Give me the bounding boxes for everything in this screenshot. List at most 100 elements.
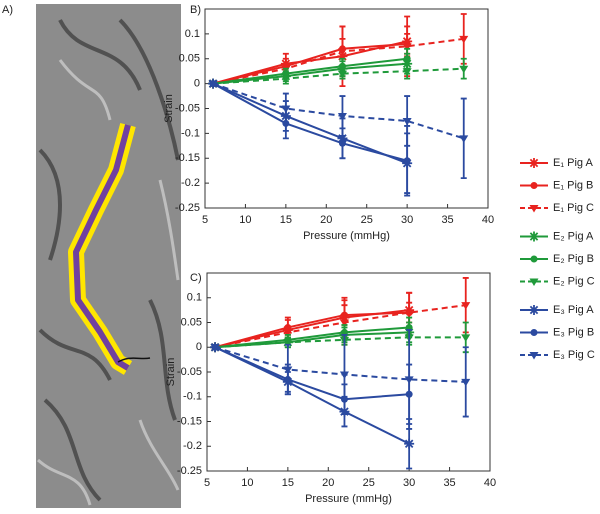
- series-line: [214, 326, 410, 349]
- legend-label: E₂ Pig B: [553, 253, 594, 265]
- marker: [281, 75, 291, 84]
- marker: [404, 376, 414, 384]
- series-line: [213, 67, 464, 85]
- marker: [283, 329, 293, 337]
- marker: [461, 334, 471, 342]
- marker: [337, 112, 347, 121]
- x-tick-label: 30: [401, 214, 413, 226]
- plot-frame: [204, 8, 489, 209]
- marker: [283, 366, 293, 375]
- x-tick-label: 25: [363, 477, 375, 489]
- micrograph: [36, 4, 181, 508]
- y-tick-label: -0.25: [175, 202, 200, 214]
- marker: [404, 309, 414, 318]
- legend-marker: [529, 352, 539, 360]
- y-tick-label: 0.05: [181, 316, 202, 328]
- y-tick-label: 0.1: [185, 28, 200, 40]
- legend-marker: [530, 255, 538, 263]
- legend-label: E₃ Pig A: [553, 304, 594, 316]
- x-tick-label: 35: [441, 214, 453, 226]
- legend-label: E₂ Pig A: [553, 230, 594, 242]
- legend-label: E₁ Pig A: [553, 157, 593, 169]
- marker: [403, 55, 411, 63]
- series-line: [214, 311, 410, 349]
- x-tick-label: 5: [204, 477, 210, 489]
- legend-marker: [530, 329, 538, 336]
- marker: [339, 319, 349, 327]
- x-tick-label: 15: [282, 477, 294, 489]
- series-line: [215, 336, 466, 349]
- y-tick-label: 0.1: [187, 292, 202, 304]
- marker: [459, 35, 469, 44]
- y-tick-label: 0.05: [179, 53, 200, 65]
- series-line: [212, 82, 408, 162]
- series-line: [212, 82, 465, 140]
- legend-marker: [529, 231, 539, 242]
- x-tick-label: 20: [322, 477, 334, 489]
- series-line: [212, 37, 464, 85]
- x-tick-label: 40: [482, 214, 494, 226]
- marker: [402, 68, 412, 76]
- legend-label: E₂ Pig C: [553, 275, 595, 287]
- marker: [402, 117, 412, 126]
- marker: [459, 135, 469, 143]
- x-tick-label: 35: [443, 477, 455, 489]
- x-tick-label: 5: [202, 214, 208, 226]
- y-tick-label: -0.1: [183, 391, 202, 403]
- marker: [337, 48, 347, 56]
- series-line: [214, 346, 410, 445]
- panel-label: C): [190, 272, 202, 284]
- marker: [337, 70, 347, 79]
- marker: [283, 339, 293, 347]
- y-tick-label: -0.2: [183, 440, 202, 452]
- legend-label: E₁ Pig B: [553, 179, 593, 191]
- x-tick-label: 30: [403, 477, 415, 489]
- x-tick-label: 40: [484, 477, 496, 489]
- legend-label: E₃ Pig B: [553, 326, 594, 338]
- legend-marker: [530, 182, 538, 189]
- y-axis-label: Strain: [163, 94, 175, 123]
- series-line: [212, 57, 408, 85]
- marker: [404, 438, 415, 449]
- x-tick-label: 10: [241, 477, 253, 489]
- panel-label: B): [190, 4, 201, 16]
- x-tick-label: 10: [239, 214, 251, 226]
- marker: [403, 157, 411, 165]
- y-tick-label: 0: [196, 341, 202, 353]
- series-line: [212, 82, 408, 165]
- legend-marker: [529, 305, 539, 315]
- x-tick-label: 15: [280, 214, 292, 226]
- marker: [208, 80, 218, 89]
- marker: [338, 139, 346, 147]
- marker: [402, 43, 412, 51]
- marker: [459, 65, 469, 74]
- x-axis-label: Pressure (mmHg): [303, 230, 390, 242]
- y-tick-label: -0.05: [177, 366, 202, 378]
- series-line: [215, 331, 410, 349]
- series-line: [214, 346, 410, 401]
- legend-marker: [529, 158, 539, 168]
- series-line: [212, 42, 408, 85]
- marker: [339, 371, 349, 379]
- y-tick-label: -0.15: [175, 152, 200, 164]
- x-tick-label: 25: [361, 214, 373, 226]
- y-axis-label: Strain: [165, 358, 177, 387]
- legend-label: E₁ Pig C: [553, 202, 594, 214]
- y-tick-label: -0.15: [177, 415, 202, 427]
- panel-label: A): [2, 4, 13, 16]
- y-tick-label: -0.1: [181, 127, 200, 139]
- marker: [461, 378, 471, 387]
- y-tick-label: -0.2: [181, 177, 200, 189]
- marker: [281, 105, 291, 113]
- marker: [461, 302, 471, 310]
- series-line: [212, 62, 408, 85]
- legend-label: E₃ Pig C: [553, 349, 595, 361]
- y-tick-label: -0.05: [175, 102, 200, 114]
- legend-marker: [529, 205, 539, 213]
- x-tick-label: 20: [320, 214, 332, 226]
- legend-marker: [529, 278, 539, 286]
- y-tick-label: -0.25: [177, 465, 202, 477]
- x-axis-label: Pressure (mmHg): [305, 493, 392, 505]
- y-tick-label: 0: [194, 78, 200, 90]
